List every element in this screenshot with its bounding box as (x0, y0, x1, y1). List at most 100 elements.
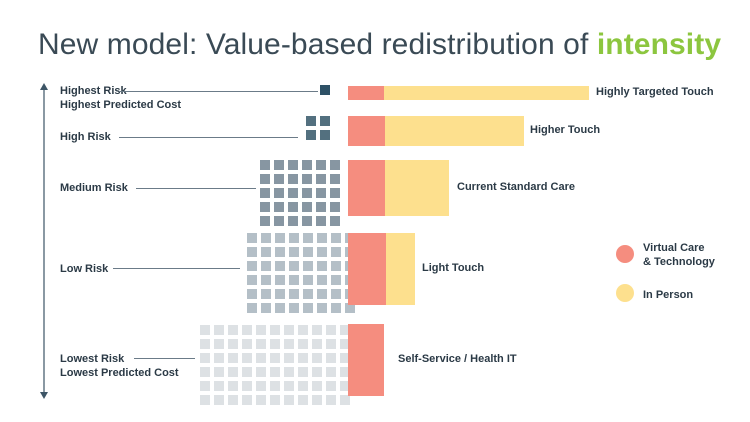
patient-square (298, 325, 308, 335)
risk-level-label: Highest Risk Highest Predicted Cost (60, 84, 181, 112)
patient-square (340, 395, 350, 405)
patient-square (331, 233, 341, 243)
virtual-care-bar (348, 116, 385, 146)
patient-square (275, 247, 285, 257)
risk-connector-line (113, 268, 240, 269)
risk-label-line: Lowest Risk (60, 353, 125, 365)
patient-square (256, 367, 266, 377)
patient-square (288, 216, 298, 226)
risk-label-line: Lowest Predicted Cost (60, 367, 179, 379)
patient-square (326, 395, 336, 405)
patient-square (331, 275, 341, 285)
patient-square (242, 367, 252, 377)
legend-label: In Person (643, 288, 693, 302)
risk-level-label: Lowest Risk Lowest Predicted Cost (60, 352, 179, 380)
patient-square (306, 116, 316, 126)
patient-square (270, 339, 280, 349)
patient-square (247, 289, 257, 299)
patient-square (261, 233, 271, 243)
patient-square (228, 325, 238, 335)
patient-square (214, 325, 224, 335)
in-person-bar (384, 86, 589, 100)
patient-square (284, 339, 294, 349)
patient-square (317, 233, 327, 243)
patient-square (330, 202, 340, 212)
patient-square (330, 216, 340, 226)
legend-in-person-swatch (616, 284, 634, 302)
patient-square (317, 261, 327, 271)
patient-square (288, 202, 298, 212)
patient-square (317, 247, 327, 257)
patient-square (261, 275, 271, 285)
patient-square (298, 395, 308, 405)
patient-square (200, 381, 210, 391)
patient-square (302, 174, 312, 184)
legend-label-line: In Person (643, 289, 694, 301)
patient-square (261, 289, 271, 299)
patient-square (228, 381, 238, 391)
patient-square (298, 339, 308, 349)
patient-square (270, 367, 280, 377)
patient-square (316, 202, 326, 212)
patient-square (340, 381, 350, 391)
patient-square (289, 261, 299, 271)
patient-square (260, 174, 270, 184)
patient-square (256, 339, 266, 349)
page-title: New model: Value-based redistribution of… (38, 28, 721, 62)
patient-square (284, 367, 294, 377)
patient-square (317, 303, 327, 313)
patient-square (331, 247, 341, 257)
patient-square (312, 395, 322, 405)
patient-square (274, 160, 284, 170)
patient-square (316, 216, 326, 226)
patient-square (274, 216, 284, 226)
in-person-bar (386, 233, 415, 305)
legend-virtual-swatch (616, 245, 634, 263)
patient-square (312, 325, 322, 335)
patient-square (270, 353, 280, 363)
patient-square (275, 261, 285, 271)
patient-square (242, 353, 252, 363)
patient-square (200, 325, 210, 335)
patient-square (298, 367, 308, 377)
patient-square (316, 174, 326, 184)
patient-square (316, 160, 326, 170)
patient-square (303, 275, 313, 285)
patient-square (275, 303, 285, 313)
patient-square (302, 216, 312, 226)
patient-square (214, 381, 224, 391)
patient-square (242, 339, 252, 349)
care-intensity-label: Light Touch (422, 262, 485, 274)
patient-square (331, 261, 341, 271)
patient-square (260, 160, 270, 170)
risk-level-label: Medium Risk (60, 181, 128, 195)
patient-square (242, 325, 252, 335)
patient-square (317, 275, 327, 285)
risk-level-label: Low Risk (60, 262, 108, 276)
patient-square (247, 233, 257, 243)
patient-square (289, 289, 299, 299)
patient-square (326, 339, 336, 349)
risk-connector-line (119, 137, 298, 138)
patient-square (256, 395, 266, 405)
risk-label-line: Highest Risk (60, 85, 127, 97)
legend-label-line: Virtual Care (643, 242, 705, 254)
patient-square (228, 339, 238, 349)
patient-square (214, 339, 224, 349)
patient-square (302, 160, 312, 170)
care-intensity-label: Higher Touch (530, 124, 601, 136)
care-intensity-label: Highly Targeted Touch (596, 86, 714, 98)
risk-label-line: High Risk (60, 131, 111, 143)
patient-square (306, 130, 316, 140)
patient-square (303, 303, 313, 313)
patient-square (316, 188, 326, 198)
patient-square (331, 289, 341, 299)
patient-square (289, 275, 299, 285)
patient-square (312, 381, 322, 391)
patient-square (214, 353, 224, 363)
patient-square (288, 174, 298, 184)
patient-square (330, 160, 340, 170)
patient-square (320, 85, 330, 95)
patient-square (228, 367, 238, 377)
patient-square (260, 216, 270, 226)
